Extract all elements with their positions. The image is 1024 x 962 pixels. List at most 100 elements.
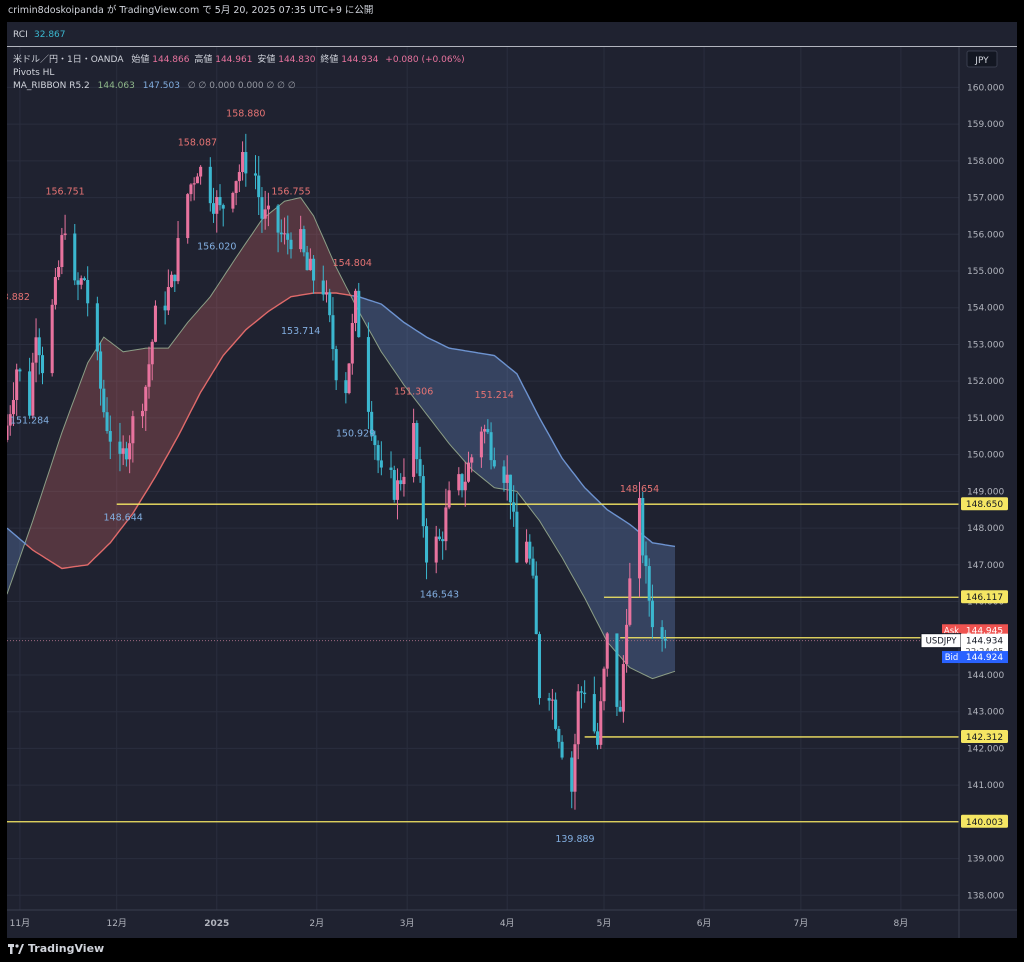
pivot-label-low: 156.020: [197, 242, 236, 253]
candle-body: [570, 757, 574, 792]
candle-body: [460, 474, 464, 491]
candle-body: [483, 429, 487, 432]
candle-body: [57, 267, 61, 277]
candle-body: [76, 280, 80, 285]
candle-body: [421, 476, 425, 527]
candle-body: [95, 303, 99, 352]
candle-body: [163, 305, 167, 311]
ma-value-rest: ∅ ∅ 0.000 0.000 ∅ ∅ ∅: [188, 81, 296, 91]
candle-body: [573, 744, 577, 792]
candle-body: [437, 536, 441, 540]
candle-body: [189, 184, 193, 195]
pivots-indicator-label[interactable]: Pivots HL: [13, 68, 54, 78]
pivot-label-high: 153.882: [7, 292, 30, 303]
candle-body: [176, 238, 180, 282]
currency-badge[interactable]: [966, 50, 998, 68]
pivot-label-high: 148.654: [620, 484, 659, 495]
candle-body: [195, 176, 199, 184]
time-axis: 11月 12月 2025 2月 3月 4月 5月 6月 7月 8月: [10, 918, 909, 929]
candle-body: [424, 526, 429, 563]
candle-body: [147, 364, 151, 387]
price-tick-label: 158.000: [967, 157, 1004, 167]
candle-body: [282, 233, 287, 235]
candle-body: [37, 337, 41, 356]
candle-body: [260, 197, 264, 219]
candle-body: [379, 460, 383, 468]
symbol-title: 米ドル／円・1日・OANDA: [13, 53, 124, 65]
candle-body: [579, 691, 583, 693]
ribbon-slow-line: [7, 527, 27, 546]
bid-label: Bid: [945, 653, 959, 663]
candle-body: [463, 481, 467, 491]
currency-label: JPY: [974, 56, 989, 66]
ohlc-legend: 米ドル／円・1日・OANDA 始値 144.866 高値 144.961 安値 …: [13, 53, 465, 65]
candle-body: [395, 480, 400, 500]
candle-body: [8, 414, 12, 426]
time-tick-label: 8月: [894, 918, 909, 929]
ribbon-fill-bull: [26, 197, 353, 569]
candle-body: [528, 541, 532, 559]
candle-body: [647, 566, 651, 601]
candle-body: [441, 539, 445, 542]
candle-body: [34, 337, 38, 363]
candle-body: [141, 410, 145, 417]
candle-body: [118, 441, 122, 454]
candle-body: [402, 476, 406, 485]
price-chart[interactable]: 153.882 156.751 151.284 148.644 158.087 156.0…: [7, 22, 1017, 938]
candle-body: [534, 575, 538, 635]
candle-body: [334, 349, 338, 381]
candle-body: [218, 197, 222, 206]
ma-ribbon-legend[interactable]: MA_RIBBON R5.2 144.063 147.503 ∅ ∅ 0.000…: [13, 81, 296, 91]
candle-body: [357, 290, 361, 338]
candle-body: [102, 388, 106, 413]
bid-price: 144.924: [966, 653, 1003, 663]
candle-body: [515, 511, 519, 563]
candle-body: [257, 175, 261, 198]
level-price-tag-text: 140.003: [966, 818, 1003, 828]
candle-body: [373, 435, 377, 446]
candle-body: [502, 466, 506, 483]
pivot-label-high: 151.306: [394, 387, 433, 398]
tradingview-logo-icon: [8, 943, 24, 954]
candle-body: [618, 706, 622, 712]
pivot-label-low: 146.543: [420, 590, 459, 601]
pivot-label-high: 151.214: [475, 390, 514, 401]
candle-body: [131, 416, 135, 444]
low-value: 144.830: [278, 55, 315, 65]
pivot-label-low: 150.929: [336, 429, 375, 440]
price-tick-label: 148.000: [967, 524, 1004, 534]
price-tick-label: 141.000: [967, 781, 1004, 791]
candle-body: [82, 278, 86, 280]
ribbon-fill-bear: [7, 528, 27, 595]
candle-body: [199, 166, 203, 177]
candle-body: [15, 369, 19, 401]
candle-body: [153, 305, 157, 342]
tradingview-logo[interactable]: TradingView: [8, 942, 104, 955]
candle-body: [370, 411, 374, 436]
candle-body: [525, 541, 529, 563]
candle-body: [344, 380, 348, 394]
time-tick-label: 11月: [10, 918, 30, 929]
candle-body: [550, 699, 554, 701]
publish-info-text: crimin8doskoipanda が TradingView.com で 5…: [8, 5, 374, 16]
price-axis-panel[interactable]: [959, 22, 1017, 938]
bid-label-box: [942, 651, 961, 664]
ma-value-1: 144.063: [98, 81, 135, 91]
high-value: 144.961: [215, 55, 252, 65]
ask-price: 144.945: [966, 626, 1003, 636]
candle-body: [637, 497, 642, 579]
candle-body: [537, 634, 542, 699]
candle-body: [305, 252, 309, 271]
candle-body: [289, 239, 293, 250]
close-label: 終値: [320, 53, 338, 65]
level-price-tag: [961, 814, 1008, 828]
level-price-tag-text: 146.117: [966, 593, 1003, 603]
candlesticks: [7, 133, 667, 810]
ask-price-box: [961, 624, 1008, 637]
pivot-label-low: 153.714: [281, 326, 320, 337]
candle-body: [105, 412, 109, 432]
chart-frame[interactable]: 153.882 156.751 151.284 148.644 158.087 156.0…: [7, 22, 1017, 938]
candle-body: [221, 205, 225, 209]
change-value: +0.080 (+0.06%): [385, 55, 464, 65]
candle-body: [40, 355, 45, 374]
